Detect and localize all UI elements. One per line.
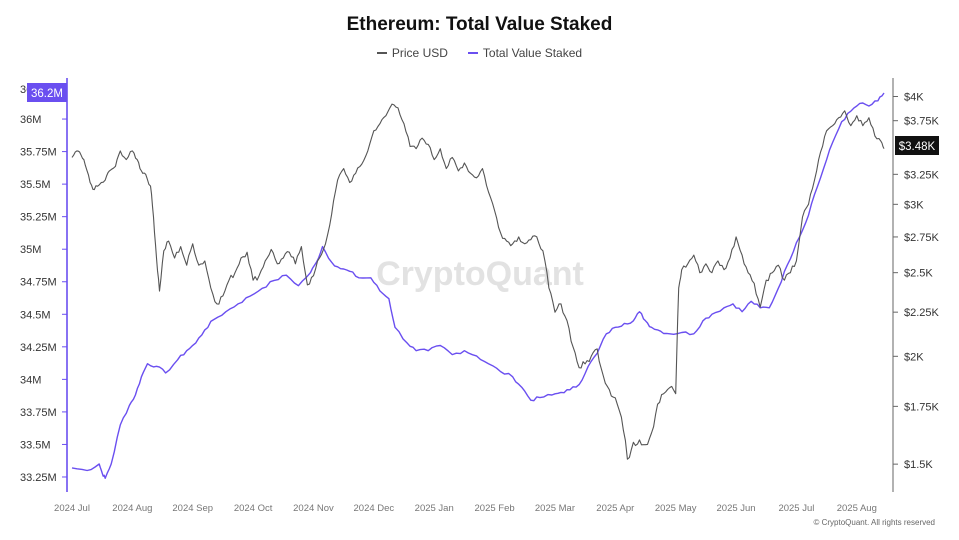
left-last-value-badge-bg — [27, 83, 67, 102]
x-tick-label: 2024 Dec — [354, 503, 395, 514]
left-tick-label: 34.75M — [20, 277, 57, 289]
x-tick-label: 2024 Oct — [234, 503, 273, 514]
legend-swatch-price — [376, 52, 387, 54]
legend-label-price: Price USD — [391, 46, 448, 60]
legend-item-staked[interactable]: Total Value Staked — [467, 46, 583, 60]
left-tick-label: 35M — [20, 244, 41, 256]
x-tick-label: 2024 Sep — [172, 503, 213, 514]
right-tick-label: $4K — [904, 91, 924, 103]
right-tick-label: $2.5K — [904, 268, 933, 280]
right-axis-ticks: $1.5K $1.75K $2K $2.25K $2.5K $2.75K $3K $3.25K… — [893, 91, 940, 471]
copyright-note: © CryptoQuant. All rights reserved — [813, 518, 936, 527]
x-tick-label: 2024 Jul — [54, 503, 90, 514]
left-tick-label: 33.75M — [20, 407, 57, 419]
legend: Price USD Total Value Staked — [0, 46, 959, 60]
watermark: CryptoQuant — [376, 255, 584, 293]
x-tick-label: 2025 Jun — [717, 503, 756, 514]
right-tick-label: $2K — [904, 351, 924, 363]
legend-label-staked: Total Value Staked — [482, 46, 583, 60]
left-axis-ticks: 33.25M 33.5M 33.75M 34M 34.25M 34.5M 34.75M 35M… — [20, 114, 67, 484]
right-last-value-badge-bg — [895, 136, 939, 155]
legend-item-price[interactable]: Price USD — [376, 46, 448, 60]
right-tick-label: $2.75K — [904, 232, 940, 244]
left-tick-label: 34M — [20, 374, 41, 386]
left-tick-label: 36M — [20, 114, 41, 126]
left-last-value-badge: 36.2M — [31, 88, 63, 100]
left-tick-label: 34.5M — [20, 309, 51, 321]
x-tick-label: 2025 Apr — [596, 503, 634, 514]
x-tick-label: 2025 May — [655, 503, 697, 514]
x-tick-label: 2025 Mar — [535, 503, 575, 514]
series-lines — [71, 92, 885, 479]
x-tick-label: 2024 Aug — [112, 503, 152, 514]
right-last-value-badge: $3.48K — [899, 141, 936, 153]
left-tick-label: 35.75M — [20, 147, 57, 159]
right-tick-label: $3.75K — [904, 116, 940, 128]
left-tick-label: 35.25M — [20, 212, 57, 224]
right-tick-label: $1.75K — [904, 401, 940, 413]
series-line-price-usd — [71, 103, 885, 460]
x-tick-label: 2025 Feb — [475, 503, 515, 514]
right-tick-label: $1.5K — [904, 459, 933, 471]
right-tick-label: $3.25K — [904, 169, 940, 181]
series-line-total-value-staked — [71, 92, 885, 479]
left-tick-label: 34.25M — [20, 342, 57, 354]
right-tick-label: $3K — [904, 199, 924, 211]
left-tick-label: 33.5M — [20, 439, 51, 451]
right-tick-label: $2.25K — [904, 307, 940, 319]
x-tick-label: 2025 Jan — [415, 503, 454, 514]
chart-title: Ethereum: Total Value Staked — [346, 14, 613, 35]
x-tick-label: 2025 Aug — [837, 503, 877, 514]
x-tick-label: 2025 Jul — [778, 503, 814, 514]
legend-swatch-staked — [467, 52, 478, 54]
left-tick-label: 33.25M — [20, 472, 57, 484]
x-tick-label: 2024 Nov — [293, 503, 334, 514]
x-axis-ticks: 2024 Jul 2024 Aug 2024 Sep 2024 Oct 2024 Nov… — [54, 503, 877, 514]
value-badges: 36 36.2M $3.48K — [20, 83, 939, 155]
left-tick-label: 35.5M — [20, 179, 51, 191]
